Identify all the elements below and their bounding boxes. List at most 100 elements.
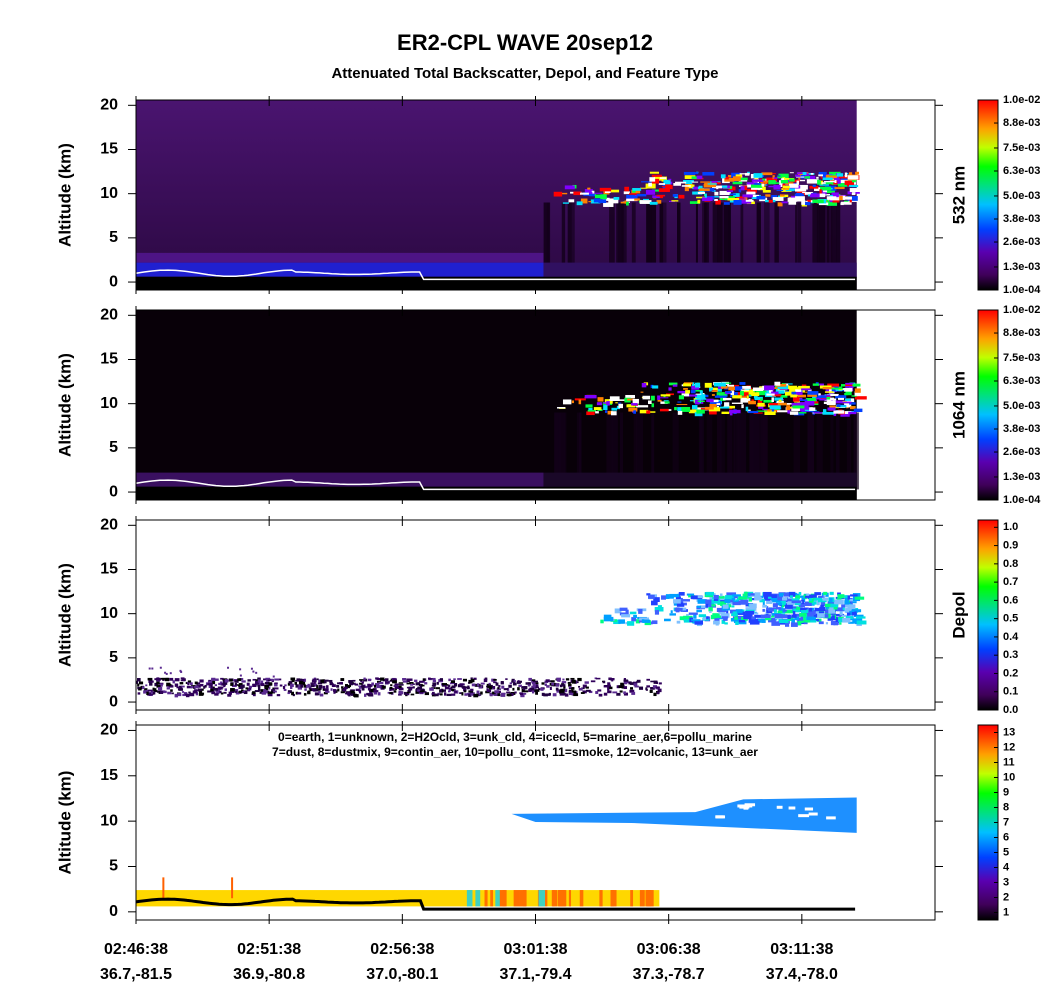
cloud <box>786 405 791 411</box>
curtain-image <box>135 100 935 290</box>
cloud-depol <box>714 618 720 621</box>
cloud <box>812 383 820 386</box>
cloud <box>626 201 629 206</box>
colorbar-tick-label: 2.6e-03 <box>1003 446 1040 458</box>
cloud-depol <box>619 607 628 611</box>
aerosol-depol <box>594 677 597 680</box>
cloud <box>634 198 640 201</box>
cloud-depol <box>856 616 866 619</box>
cloud <box>844 392 849 396</box>
aerosol-depol <box>607 684 611 689</box>
cloud-depol <box>856 620 867 625</box>
streak <box>695 202 698 280</box>
aerosol-depol <box>363 677 366 680</box>
streak <box>621 202 627 280</box>
aerosol-depol <box>369 692 372 695</box>
aerosol-depol <box>239 674 242 677</box>
cloud <box>811 411 820 413</box>
cloud <box>704 382 712 388</box>
aerosol-depol <box>141 686 145 689</box>
aerosol-depol <box>409 688 413 691</box>
cloud <box>695 382 701 388</box>
cloud-depol <box>792 611 796 616</box>
cloud <box>615 402 618 404</box>
aerosol-depol <box>505 678 508 680</box>
aerosol-depol <box>370 688 375 693</box>
aerosol-depol <box>389 687 395 691</box>
cloud <box>609 399 615 401</box>
cloud-depol <box>638 608 643 614</box>
cloud <box>812 394 817 400</box>
cloud <box>660 401 668 404</box>
aerosol-depol <box>483 678 488 683</box>
aerosol-depol <box>265 682 270 685</box>
streak <box>543 202 550 280</box>
cloud <box>820 186 832 191</box>
cloud <box>741 200 752 204</box>
cloud <box>589 193 595 197</box>
cloud <box>636 194 647 197</box>
cloud-depol <box>820 604 824 608</box>
cloud <box>822 409 827 415</box>
cloud <box>696 398 707 400</box>
cloud <box>847 191 852 195</box>
cloud-depol <box>676 603 685 607</box>
aerosol-depol <box>215 689 220 693</box>
cloud-depol <box>829 607 836 610</box>
cloud-depol <box>848 621 854 624</box>
aerosol-depol <box>392 678 397 682</box>
aerosol-depol <box>432 682 437 686</box>
cloud <box>823 190 835 194</box>
aerosol-depol <box>506 691 511 694</box>
aerosol-type <box>558 890 563 907</box>
aerosol-depol <box>189 682 193 685</box>
cloud-depol <box>705 603 709 608</box>
cloud-depol <box>754 596 762 601</box>
cloud <box>685 390 690 394</box>
cloud-depol <box>747 593 757 596</box>
cloud <box>639 409 649 414</box>
cloud-depol <box>854 596 865 600</box>
aerosol-depol <box>551 682 555 686</box>
cloud-gap <box>804 807 814 811</box>
aerosol-depol <box>177 693 182 697</box>
aerosol-depol <box>555 687 559 691</box>
aerosol-depol <box>250 667 253 670</box>
cloud-depol <box>844 600 849 605</box>
cloud-depol <box>726 592 737 597</box>
aerosol-depol <box>655 686 660 689</box>
cloud-gap <box>776 805 783 809</box>
cloud <box>623 191 630 195</box>
aerosol-depol <box>571 680 576 684</box>
cloud-depol <box>808 611 816 616</box>
colorbar-tick-label: 3 <box>1003 876 1009 888</box>
cloud <box>742 194 753 198</box>
colorbar <box>977 519 999 711</box>
cloud-depol <box>779 600 786 606</box>
cloud <box>595 411 599 414</box>
aerosol-depol <box>595 677 601 680</box>
cloud <box>751 194 761 200</box>
aerosol-depol <box>159 683 163 687</box>
aerosol-type <box>490 890 494 907</box>
aerosol-depol <box>488 682 491 685</box>
aerosol-depol <box>489 693 493 697</box>
aerosol-depol <box>636 681 639 683</box>
curtain-image <box>136 520 935 710</box>
aerosol-depol <box>316 685 319 689</box>
cloud <box>721 411 730 415</box>
cloud <box>668 178 672 181</box>
cloud <box>721 185 728 188</box>
aerosol-depol <box>500 681 504 685</box>
cloud <box>799 406 810 412</box>
aerosol-depol <box>630 687 634 690</box>
cloud-depol <box>833 621 838 626</box>
colorbar-label: 1064 nm <box>949 371 968 439</box>
aerosol-depol <box>509 682 513 685</box>
aerosol-depol <box>486 689 492 693</box>
aerosol-depol <box>521 692 527 695</box>
cloud <box>794 188 807 192</box>
aerosol-depol <box>397 685 402 689</box>
aerosol-depol <box>294 681 298 685</box>
cloud <box>826 201 838 206</box>
